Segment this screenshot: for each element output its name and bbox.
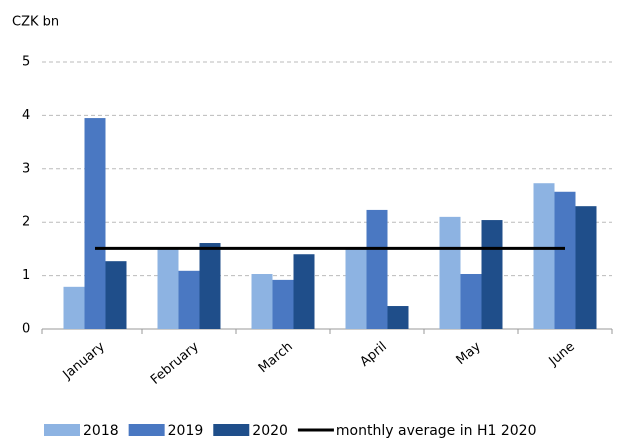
legend-label: 2020 (252, 423, 288, 439)
x-tick-label: June (546, 339, 578, 369)
y-tick-label: 2 (22, 215, 30, 230)
bar (575, 206, 597, 329)
y-tick-label: 3 (22, 161, 30, 176)
bar (293, 254, 315, 329)
y-axis-label: CZK bn (12, 15, 59, 30)
legend-label: monthly average in H1 2020 (336, 423, 537, 439)
y-tick-label: 5 (22, 55, 30, 70)
bar (105, 261, 127, 329)
x-tick-label: February (148, 339, 202, 388)
bar (63, 286, 85, 329)
bar (387, 306, 409, 329)
bar (178, 270, 200, 329)
bar (460, 273, 482, 329)
bar (481, 220, 503, 329)
bar (345, 248, 367, 329)
x-tick-label: April (357, 339, 389, 370)
bar (157, 248, 179, 329)
x-tick-label: May (454, 339, 484, 368)
bar (366, 209, 388, 329)
bar (533, 183, 555, 329)
bar (272, 279, 294, 329)
bar (84, 118, 106, 329)
x-tick-label: January (60, 339, 108, 383)
legend-swatch (44, 424, 80, 436)
legend-swatch (213, 424, 250, 436)
y-tick-label: 4 (22, 108, 30, 123)
legend-label: 2018 (83, 423, 119, 439)
legend-label: 2019 (168, 423, 204, 439)
legend-swatch (128, 424, 165, 436)
bar (251, 273, 273, 329)
y-tick-label: 0 (22, 322, 30, 337)
bar (439, 216, 461, 329)
y-tick-label: 1 (22, 268, 30, 283)
bar (199, 243, 221, 329)
x-tick-label: March (256, 339, 296, 376)
bar (554, 191, 576, 329)
